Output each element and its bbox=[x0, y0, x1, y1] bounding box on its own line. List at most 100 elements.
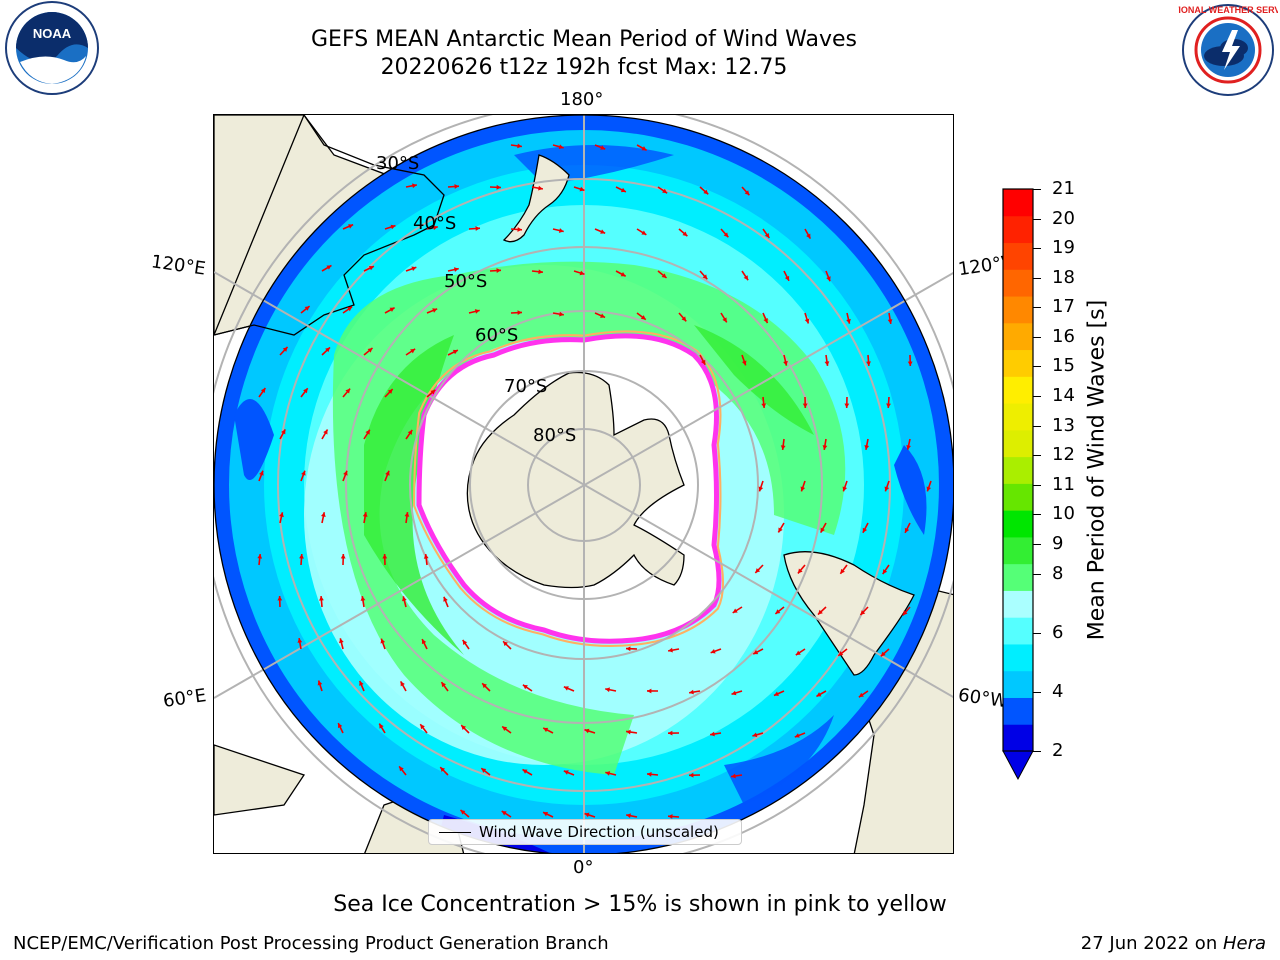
wave-direction-arrowhead bbox=[420, 724, 425, 730]
wave-direction-arrowhead bbox=[412, 183, 417, 189]
wave-direction-arrowhead bbox=[682, 231, 688, 237]
wave-direction-arrowhead bbox=[732, 608, 738, 613]
wave-direction-arrowhead bbox=[758, 486, 764, 492]
wave-direction-arrowhead bbox=[538, 185, 543, 191]
land-new-zealand bbox=[502, 154, 570, 243]
wave-direction-arrowhead bbox=[906, 444, 911, 450]
wave-direction-arrowhead bbox=[281, 429, 286, 435]
wave-direction-arrowhead bbox=[410, 348, 416, 354]
wave-direction-arrowhead bbox=[404, 512, 410, 517]
wave-direction-arrowhead bbox=[441, 682, 446, 688]
colorbar-cell bbox=[1003, 697, 1033, 725]
wave-direction-arrowhead bbox=[423, 554, 429, 559]
land-australia-south bbox=[214, 115, 445, 336]
wave-direction-arrowhead bbox=[297, 638, 303, 643]
wave-direction-arrowhead bbox=[387, 389, 393, 394]
colorbar-tick-label: 4 bbox=[1052, 680, 1064, 702]
wave-direction-arrowhead bbox=[325, 347, 330, 353]
wave-direction-arrowhead bbox=[563, 686, 569, 691]
lat-label-50s: 50°S bbox=[444, 271, 488, 292]
wave-direction-arrowhead bbox=[880, 651, 886, 657]
colorbar-tick-mark bbox=[1033, 484, 1041, 486]
colorbar-tick-label: 21 bbox=[1052, 178, 1075, 199]
wave-direction-arrowhead bbox=[710, 648, 716, 654]
lat-label-70s: 70°S bbox=[504, 376, 548, 397]
colorbar-tick-label: 13 bbox=[1052, 414, 1075, 436]
colorbar-extend-arrow bbox=[1002, 750, 1034, 781]
wave-direction-arrowhead bbox=[368, 265, 374, 271]
wave-direction-arrowhead bbox=[407, 429, 413, 435]
footer-branch: NCEP/EMC/Verification Post Processing Pr… bbox=[13, 933, 609, 954]
land-africa-outside bbox=[214, 744, 306, 816]
wave-direction-arrowhead bbox=[317, 680, 323, 686]
colorbar-cell bbox=[1003, 456, 1033, 484]
wave-direction-arrowhead bbox=[522, 769, 528, 774]
wave-direction-arrowhead bbox=[887, 319, 893, 324]
colorbar-tick-label: 8 bbox=[1052, 562, 1064, 584]
wave-direction-arrowhead bbox=[640, 315, 646, 320]
colorbar-cell bbox=[1003, 403, 1033, 431]
wave-direction-arrowhead bbox=[784, 275, 790, 281]
colorbar-tick-label: 11 bbox=[1052, 473, 1075, 495]
colorbar-tick-mark bbox=[1033, 248, 1041, 250]
wave-direction-arrowhead bbox=[668, 730, 673, 736]
wave-direction-arrowhead bbox=[641, 146, 647, 151]
lon-label-60e: 60°E bbox=[161, 685, 208, 712]
graticule bbox=[214, 115, 953, 853]
wave-direction-arrowhead bbox=[661, 273, 667, 278]
colorbar-tick-mark bbox=[1033, 425, 1041, 427]
wave-direction-arrowhead bbox=[579, 270, 585, 276]
lon-label-180: 180° bbox=[560, 89, 604, 110]
wave-direction-arrowhead bbox=[559, 311, 564, 317]
wave-direction-arrowhead bbox=[605, 687, 610, 693]
nws-logo-text: NATIONAL WEATHER SERVICE bbox=[1178, 5, 1278, 15]
wave-direction-arrowhead bbox=[279, 512, 284, 518]
wave-direction-arrowhead bbox=[337, 723, 343, 729]
colorbar-tick-label: 2 bbox=[1052, 740, 1064, 761]
wave-direction-arrowhead bbox=[360, 596, 366, 601]
wave-direction-arrowhead bbox=[399, 766, 404, 772]
colorbar-cell bbox=[1003, 670, 1033, 698]
wave-direction-arrowhead bbox=[826, 276, 831, 282]
colorbar-tick-mark bbox=[1033, 307, 1041, 309]
wave-direction-arrowhead bbox=[558, 144, 564, 150]
wave-direction-arrowhead bbox=[755, 568, 761, 573]
wave-direction-arrowhead bbox=[626, 813, 631, 819]
wave-direction-arrowhead bbox=[904, 527, 910, 533]
wave-direction-arrowhead bbox=[347, 306, 353, 312]
wave-direction-arrowhead bbox=[474, 309, 480, 314]
wave-direction-arrowhead bbox=[882, 569, 888, 575]
colorbar-tick-label: 6 bbox=[1052, 621, 1064, 643]
wave-direction-arrowhead bbox=[753, 649, 759, 655]
noaa-logo-text: NOAA bbox=[33, 26, 72, 41]
wave-direction-arrowhead bbox=[303, 388, 308, 394]
wave-direction-arrowhead bbox=[840, 568, 845, 574]
wave-direction-arrowhead bbox=[605, 771, 611, 776]
wave-direction-arrowhead bbox=[380, 638, 386, 644]
wave-direction-arrowhead bbox=[452, 349, 458, 355]
colorbar-cell bbox=[1003, 643, 1033, 672]
colorbar-tick-label: 15 bbox=[1052, 355, 1075, 377]
wave-direction-arrowhead bbox=[517, 143, 522, 149]
wave-direction-arrowhead bbox=[775, 609, 781, 614]
wave-direction-arrowhead bbox=[430, 389, 436, 395]
wave-direction-arrowhead bbox=[817, 609, 823, 615]
wave-direction-arrowhead bbox=[804, 318, 810, 324]
footer-date: 27 Jun 2022 on Hera bbox=[1081, 933, 1266, 954]
wave-direction-arrowhead bbox=[348, 224, 354, 229]
colorbar-tick-mark bbox=[1033, 632, 1041, 634]
wave-direction-arrowhead bbox=[421, 639, 427, 645]
colorbar-tick-mark bbox=[1033, 189, 1041, 190]
wave-direction-arrowhead bbox=[367, 348, 373, 353]
wave-direction-arrowhead bbox=[432, 308, 438, 313]
noaa-logo-icon: NOAA bbox=[5, 1, 99, 95]
colorbar-cell bbox=[1003, 483, 1033, 511]
wave-direction-arrowhead bbox=[454, 184, 459, 189]
wave-direction-arrowhead bbox=[731, 773, 736, 779]
wave-direction-arrowhead bbox=[475, 226, 480, 231]
colorbar-tick-mark bbox=[1033, 366, 1041, 368]
wave-direction-arrowhead bbox=[662, 188, 668, 194]
colorbar-cell bbox=[1003, 724, 1033, 752]
legend-label: Wind Wave Direction (unscaled) bbox=[479, 823, 719, 841]
colorbar-cell bbox=[1003, 617, 1033, 645]
